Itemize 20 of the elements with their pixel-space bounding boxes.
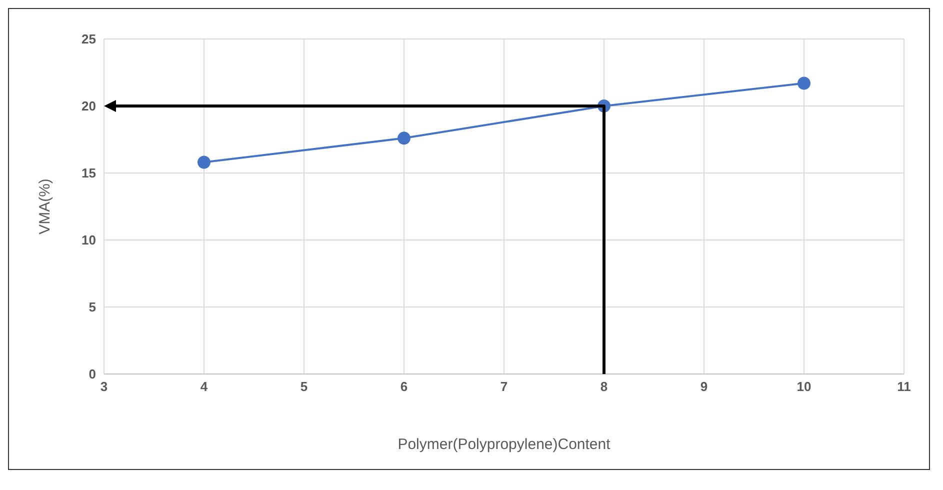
y-tick-label: 20 bbox=[82, 98, 96, 114]
y-tick-label: 0 bbox=[88, 366, 96, 382]
y-axis-title: VMA(%) bbox=[36, 178, 54, 234]
x-axis-title: Polymer(Polypropylene)Content bbox=[398, 436, 612, 453]
y-tick-label: 5 bbox=[88, 300, 96, 315]
x-tick-label: 10 bbox=[796, 379, 812, 394]
y-tick-label: 10 bbox=[82, 232, 96, 248]
x-tick-label: 11 bbox=[897, 379, 911, 394]
y-tick-label: 15 bbox=[82, 166, 96, 181]
point bbox=[398, 132, 410, 145]
x-tick-label: 9 bbox=[700, 379, 708, 394]
x-tick-label: 6 bbox=[400, 379, 408, 394]
x-tick-label: 4 bbox=[200, 379, 208, 394]
point bbox=[798, 76, 810, 90]
x-tick-label: 7 bbox=[500, 379, 508, 394]
x-tick-label: 3 bbox=[100, 379, 108, 394]
point bbox=[198, 156, 210, 169]
x-tick-label: 5 bbox=[300, 379, 308, 394]
x-tick-label: 8 bbox=[600, 379, 608, 394]
y-tick-label: 25 bbox=[82, 32, 96, 47]
